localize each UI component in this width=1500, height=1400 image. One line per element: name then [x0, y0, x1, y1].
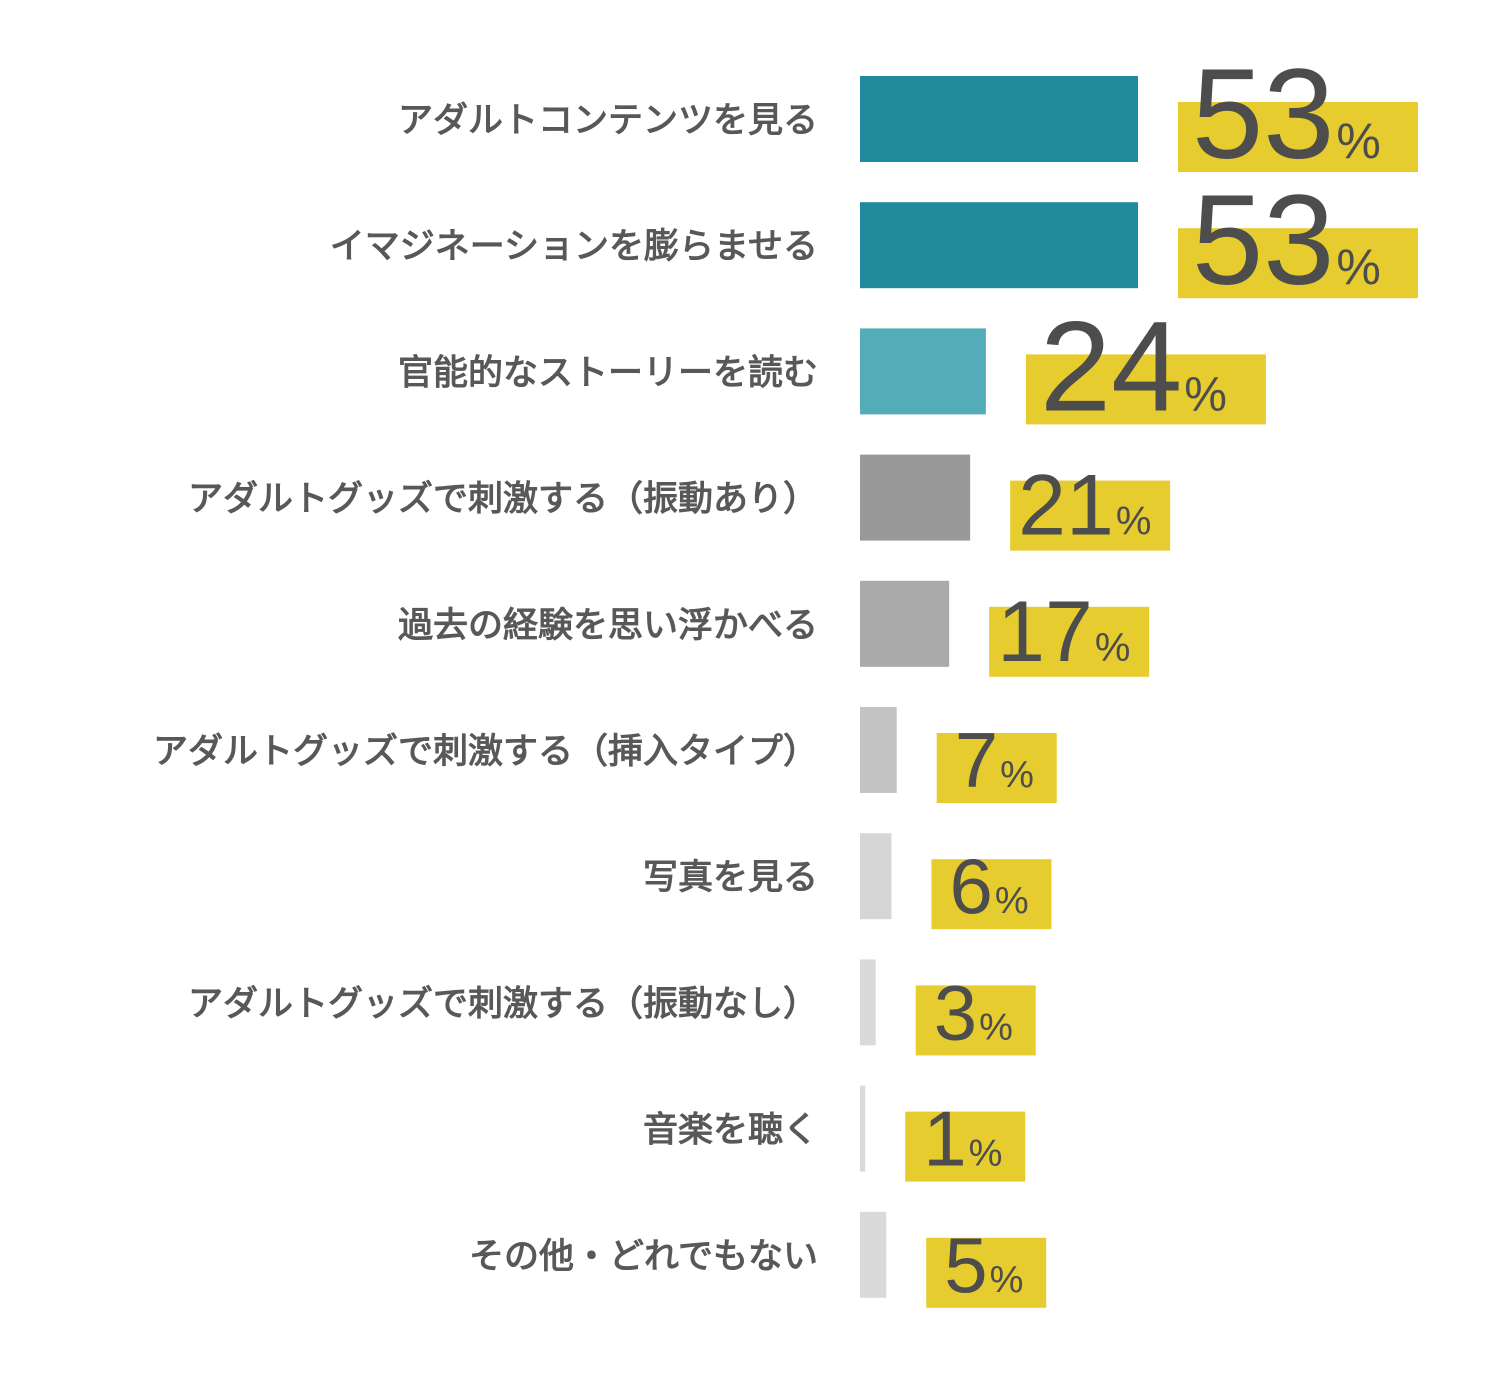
percent-sign: % [1095, 626, 1131, 670]
category-label: 官能的なストーリーを読む [398, 353, 818, 393]
category-label: アダルトコンテンツを見る [398, 101, 818, 141]
bar [860, 202, 1138, 289]
bar [860, 580, 950, 667]
value-highlight [926, 1237, 1047, 1308]
percent-sign: % [995, 880, 1029, 922]
bar [860, 454, 971, 541]
percent-sign: % [1116, 500, 1152, 544]
category-label: イマジネーションを膨らませる [330, 227, 818, 267]
category-label: 音楽を聴く [643, 1110, 818, 1151]
value-highlight [905, 1111, 1026, 1182]
bar [860, 833, 892, 920]
bar [860, 959, 876, 1046]
value-number: 3 [934, 968, 977, 1056]
category-label: アダルトグッズで刺激する（振動なし） [188, 983, 818, 1024]
percent-sign: % [979, 1006, 1013, 1048]
value-highlight [915, 985, 1036, 1056]
value-highlight [931, 859, 1052, 930]
category-label: アダルトグッズで刺激する（挿入タイプ） [153, 731, 818, 772]
value-number: 5 [944, 1221, 987, 1309]
percent-sign: % [969, 1133, 1003, 1175]
value-highlight [936, 733, 1057, 803]
bar [860, 76, 1138, 162]
value-highlight [1178, 228, 1418, 299]
category-label: 写真を見る [643, 858, 818, 898]
percent-sign: % [1000, 754, 1034, 796]
percent-sign: % [1336, 239, 1380, 295]
bar [860, 328, 986, 415]
category-label: アダルトグッズで刺激する（振動あり） [188, 479, 818, 520]
value-number: 24 [1040, 295, 1182, 438]
bar [860, 707, 897, 793]
value-highlight [989, 606, 1150, 677]
percent-sign: % [1336, 113, 1380, 169]
value-labels: 53 %53 %24 %21 %17 %7 %6 %3 %1 %5% [905, 43, 1418, 1309]
category-label: 過去の経験を思い浮かべる [398, 606, 818, 646]
value-highlight [1010, 480, 1171, 551]
value-number: 17 [997, 584, 1093, 680]
percent-sign: % [990, 1259, 1024, 1301]
category-labels: アダルトコンテンツを見るイマジネーションを膨らませる官能的なストーリーを読むアダ… [153, 101, 818, 1277]
value-number: 1 [923, 1095, 966, 1183]
bar [860, 1211, 887, 1298]
value-number: 53 [1192, 43, 1334, 186]
value-number: 6 [949, 842, 992, 930]
value-highlight [1025, 354, 1266, 425]
value-number: 7 [955, 716, 998, 804]
bar [860, 1085, 866, 1172]
percent-sign: % [1184, 368, 1227, 421]
bars [860, 76, 1138, 1298]
category-label: その他・どれでもない [469, 1237, 818, 1277]
value-highlight [1178, 102, 1418, 172]
value-number: 21 [1018, 458, 1114, 554]
value-number: 53 [1192, 169, 1334, 312]
